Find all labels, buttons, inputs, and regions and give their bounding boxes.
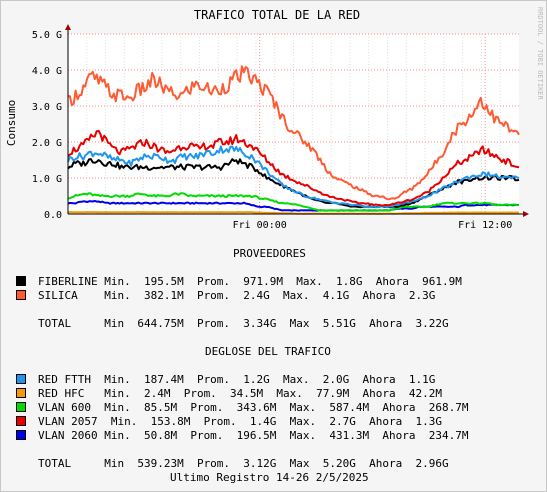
legend-swatch-vlan-2057 bbox=[16, 416, 26, 426]
breakdown-title: DEGLOSE DEL TRAFICO bbox=[205, 345, 331, 358]
footer-last-update: Ultimo Registro 14-26 2/5/2025 bbox=[170, 471, 369, 484]
legend-swatch-red-hfc bbox=[16, 388, 26, 398]
chart-title: TRAFICO TOTAL DE LA RED bbox=[194, 8, 360, 22]
y-tick-label: 2.0 G bbox=[32, 138, 62, 149]
y-tick-label: 5.0 G bbox=[32, 30, 62, 41]
grid-lines bbox=[68, 33, 519, 214]
breakdown-total: TOTAL Min 539.23M Prom. 3.12G Max 5.20G … bbox=[38, 457, 449, 470]
series-line bbox=[67, 199, 519, 212]
traffic-chart: TRAFICO TOTAL DE LA RED Consumo RRDTOOL … bbox=[5, 7, 544, 231]
side-watermark: RRDTOOL / TOBI OETIKER bbox=[536, 7, 544, 101]
legend-row-fiberline: FIBERLINE Min. 195.5M Prom. 971.9M Max. … bbox=[38, 275, 462, 288]
y-tick-label: 3.0 G bbox=[32, 102, 62, 113]
legend-row-vlan-2060: VLAN 2060 Min. 50.8M Prom. 196.5M Max. 4… bbox=[38, 429, 469, 442]
y-axis-arrow bbox=[65, 24, 71, 30]
legend-row-vlan-2057: VLAN 2057 Min. 153.8M Prom. 1.4G Max. 2.… bbox=[38, 415, 442, 428]
series-line bbox=[67, 145, 520, 209]
legend-swatch-vlan-2060 bbox=[16, 430, 26, 440]
legend-row-silica: SILICA Min. 382.1M Prom. 2.4G Max. 4.1G … bbox=[38, 289, 436, 302]
y-axis-label: Consumo bbox=[5, 100, 18, 146]
series-line bbox=[67, 129, 520, 207]
legend-swatch-fiberline bbox=[16, 276, 26, 286]
x-tick-label: Fri 00:00 bbox=[233, 220, 287, 231]
axes bbox=[65, 24, 529, 217]
x-tick-labels: Fri 00:00 Fri 12:00 bbox=[233, 220, 513, 231]
x-tick-label: Fri 12:00 bbox=[458, 220, 512, 231]
y-tick-label: 1.0 G bbox=[32, 174, 62, 185]
y-tick-label: 4.0 G bbox=[32, 66, 62, 77]
legend-row-vlan-600: VLAN 600 Min. 85.5M Prom. 343.6M Max. 58… bbox=[38, 401, 469, 414]
y-tick-labels: 0.0 1.0 G 2.0 G 3.0 G 4.0 G 5.0 G bbox=[32, 30, 62, 221]
providers-total: TOTAL Min 644.75M Prom. 3.34G Max 5.51G … bbox=[38, 317, 449, 330]
x-axis-arrow bbox=[523, 211, 529, 217]
providers-title: PROVEEDORES bbox=[233, 247, 306, 260]
series-line bbox=[67, 192, 520, 212]
legend-swatch-silica bbox=[16, 290, 26, 300]
legend-row-red-ftth: RED FTTH Min. 187.4M Prom. 1.2G Max. 2.0… bbox=[38, 373, 436, 386]
y-tick-label: 0.0 bbox=[44, 210, 62, 221]
legend-swatch-vlan-600 bbox=[16, 402, 26, 412]
legend-swatch-red-ftth bbox=[16, 374, 26, 384]
legend-row-red-hfc: RED HFC Min. 2.4M Prom. 34.5M Max. 77.9M… bbox=[38, 387, 442, 400]
series-line bbox=[67, 65, 520, 201]
